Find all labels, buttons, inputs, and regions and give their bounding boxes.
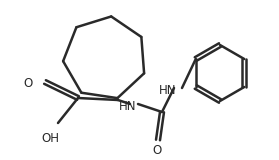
Text: OH: OH: [41, 132, 59, 144]
Text: HN: HN: [159, 84, 177, 96]
Text: O: O: [23, 76, 33, 89]
Text: HN: HN: [119, 100, 137, 113]
Text: O: O: [152, 144, 162, 157]
